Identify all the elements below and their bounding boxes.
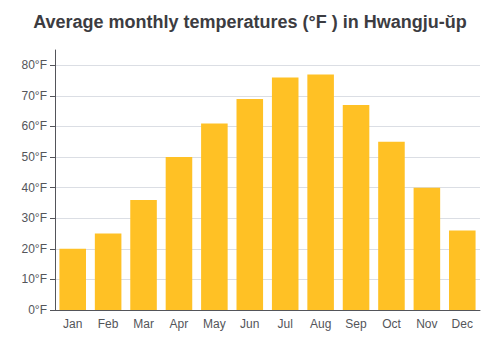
svg-text:Feb: Feb [98,317,119,331]
svg-text:Apr: Apr [170,317,189,331]
svg-text:70°F: 70°F [22,89,47,103]
svg-text:20°F: 20°F [22,242,47,256]
svg-text:60°F: 60°F [22,119,47,133]
svg-text:Jan: Jan [63,317,82,331]
svg-text:Average monthly temperatures (: Average monthly temperatures (°F ) in Hw… [33,12,467,32]
svg-text:10°F: 10°F [22,272,47,286]
svg-text:May: May [203,317,226,331]
svg-text:40°F: 40°F [22,181,47,195]
svg-text:30°F: 30°F [22,211,47,225]
svg-text:Oct: Oct [382,317,401,331]
svg-text:Jul: Jul [278,317,293,331]
svg-text:0°F: 0°F [28,303,47,317]
svg-text:Jun: Jun [240,317,259,331]
svg-text:80°F: 80°F [22,58,47,72]
svg-text:50°F: 50°F [22,150,47,164]
svg-text:Sep: Sep [345,317,367,331]
svg-text:Nov: Nov [416,317,437,331]
svg-text:Aug: Aug [310,317,331,331]
svg-text:Mar: Mar [133,317,154,331]
svg-text:Dec: Dec [452,317,473,331]
